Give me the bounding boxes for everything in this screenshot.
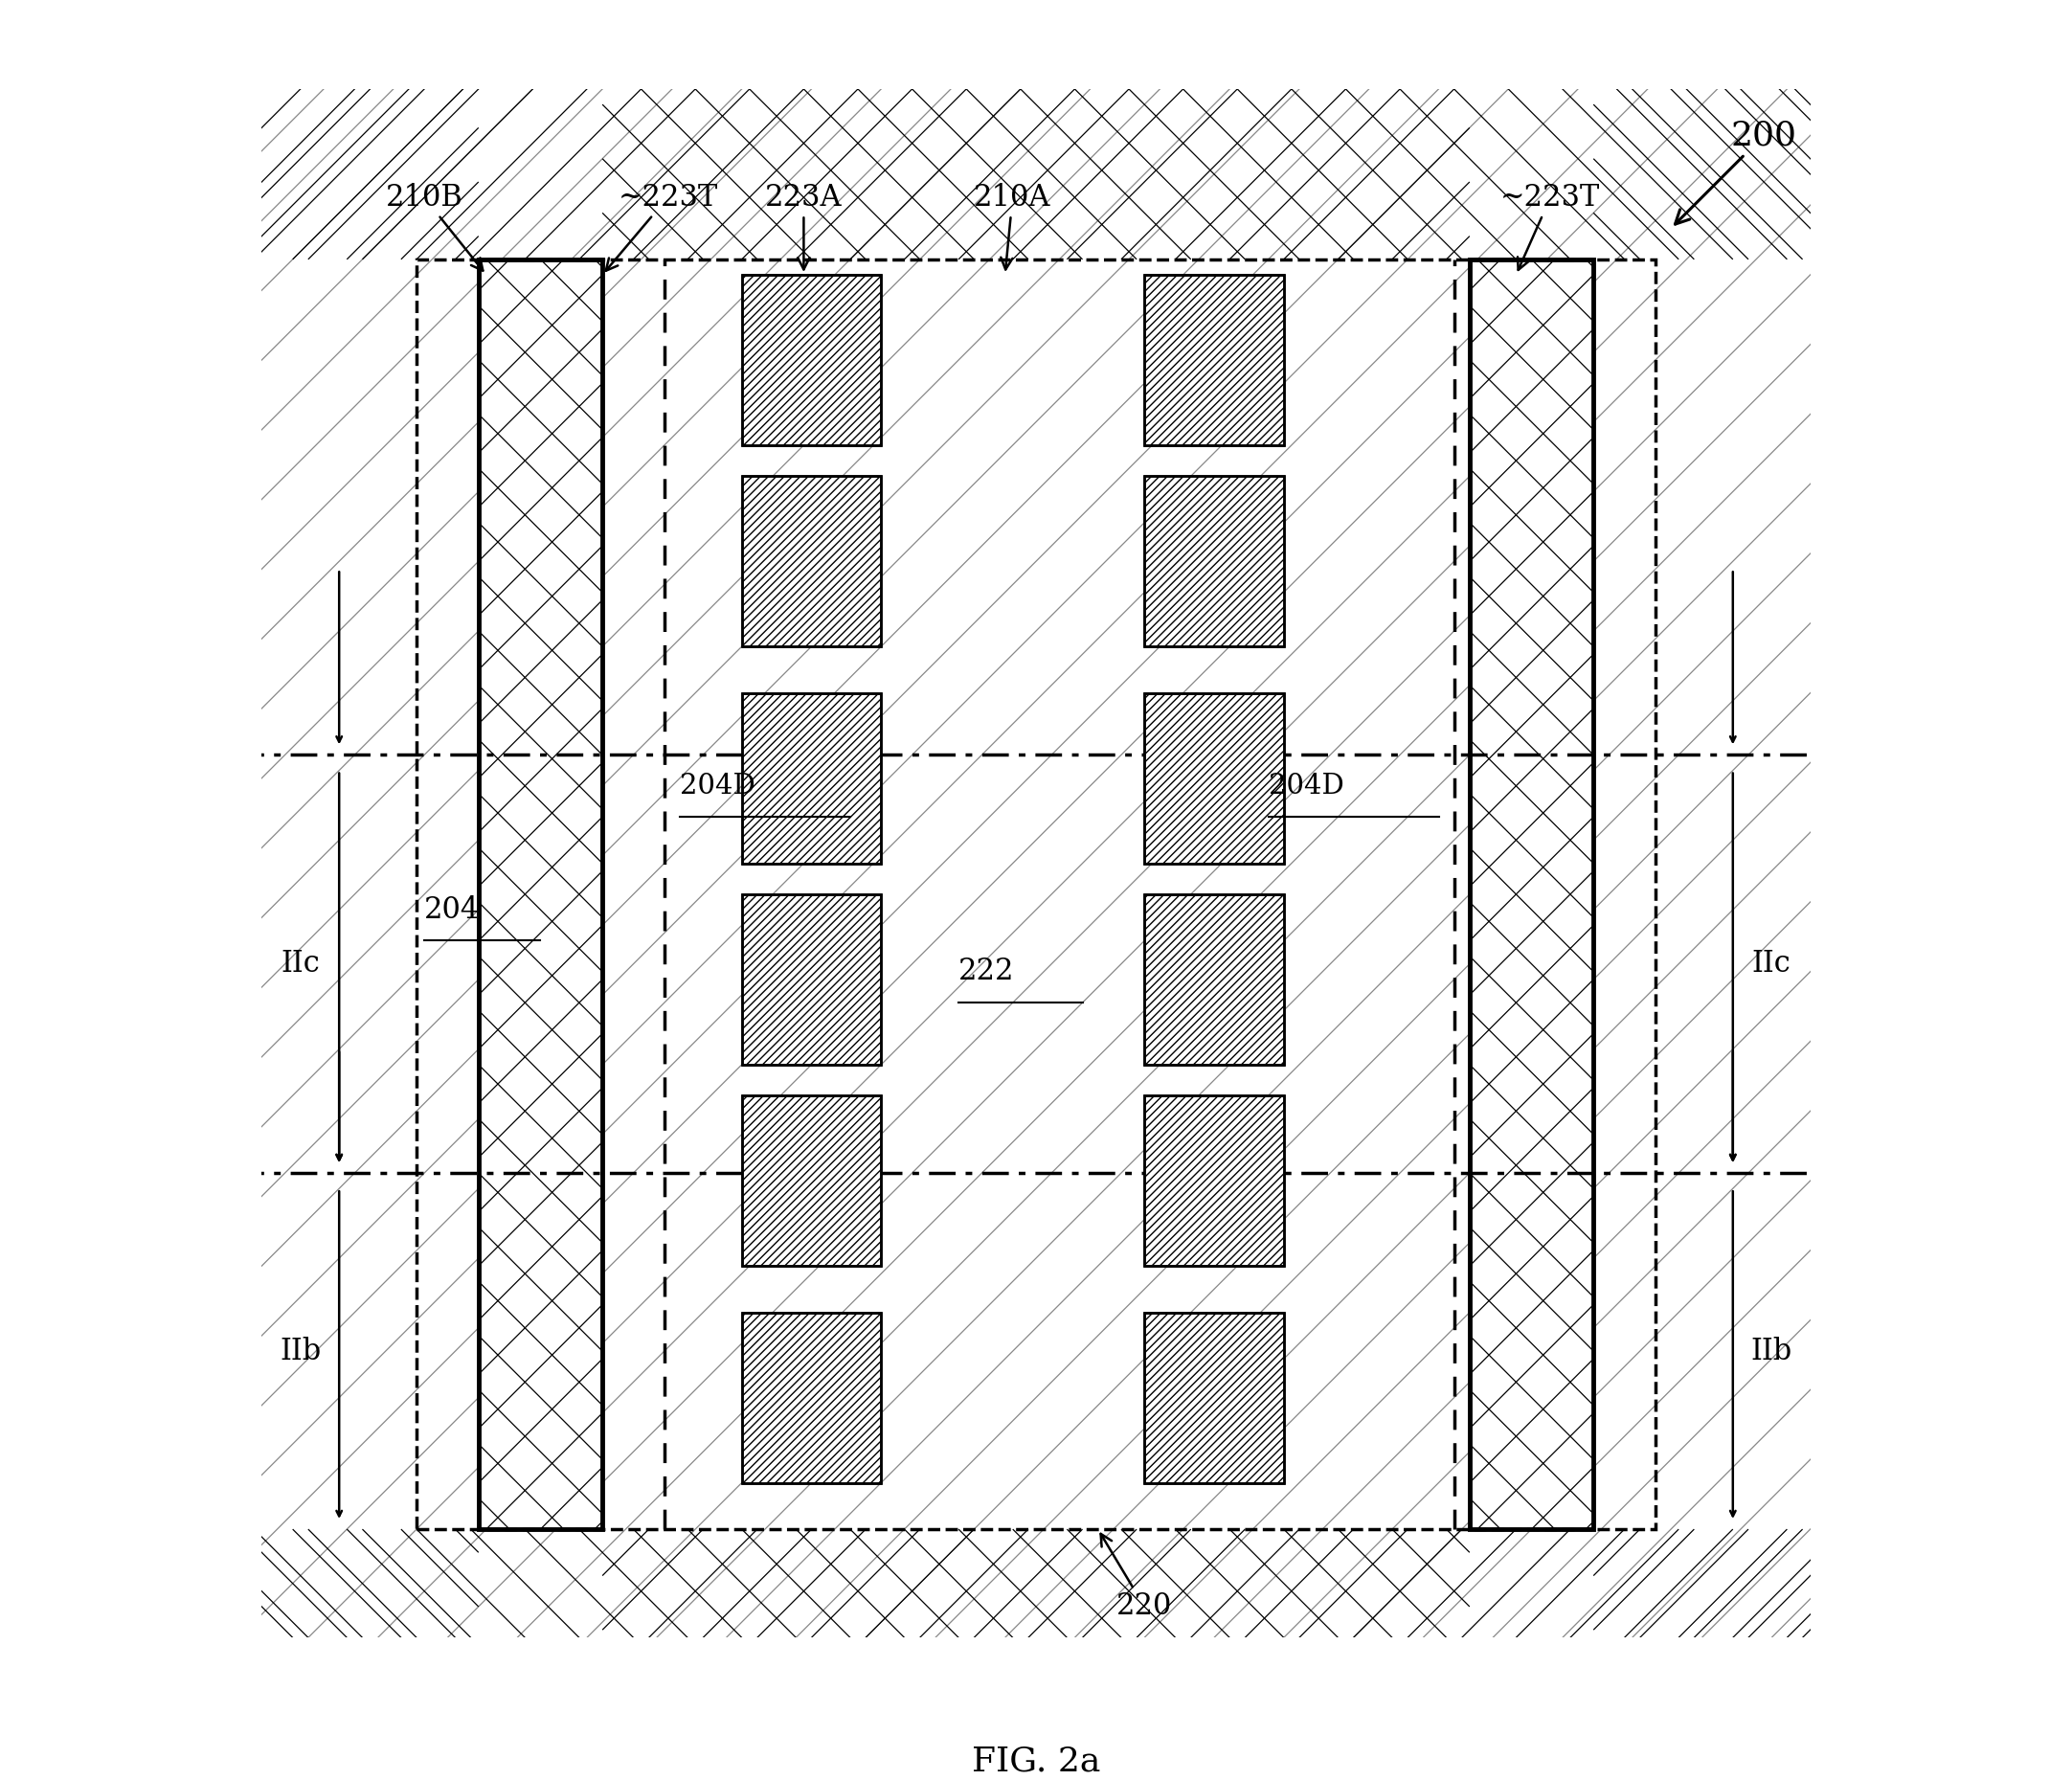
Bar: [742, 692, 881, 863]
Text: 204D: 204D: [680, 773, 754, 799]
Bar: [742, 894, 881, 1064]
Bar: [479, 260, 603, 1529]
Text: ~223T: ~223T: [1500, 183, 1600, 271]
Bar: [1144, 1096, 1285, 1266]
Text: IIb: IIb: [280, 1337, 321, 1365]
Bar: [742, 274, 881, 445]
Bar: [1469, 260, 1593, 1529]
Text: IIb: IIb: [1751, 1337, 1792, 1365]
Bar: [1144, 475, 1285, 646]
Text: IIc: IIc: [282, 949, 319, 979]
Bar: [742, 475, 881, 646]
Text: FIG. 2a: FIG. 2a: [972, 1744, 1100, 1778]
Bar: [742, 1096, 881, 1266]
Bar: [1144, 1312, 1285, 1483]
Text: 204: 204: [425, 895, 481, 924]
Bar: [1469, 260, 1593, 1529]
Bar: [742, 894, 881, 1064]
Bar: [742, 1312, 881, 1483]
Bar: [1144, 1096, 1285, 1266]
Bar: [1144, 475, 1285, 646]
Text: ~223T: ~223T: [605, 183, 717, 271]
Text: IIc: IIc: [1753, 949, 1790, 979]
Bar: [1144, 894, 1285, 1064]
Bar: [416, 260, 1656, 1529]
Bar: [1144, 894, 1285, 1064]
Bar: [1144, 475, 1285, 646]
Bar: [1144, 692, 1285, 863]
Text: 223A: 223A: [765, 183, 843, 269]
Bar: [742, 894, 881, 1064]
Bar: [1144, 274, 1285, 445]
Bar: [742, 1096, 881, 1266]
Text: 220: 220: [1100, 1534, 1173, 1622]
Bar: [1144, 274, 1285, 445]
Bar: [1144, 692, 1285, 863]
Bar: [742, 1096, 881, 1266]
Bar: [1144, 692, 1285, 863]
Bar: [742, 692, 881, 863]
Bar: [742, 274, 881, 445]
Bar: [742, 692, 881, 863]
Bar: [1144, 1312, 1285, 1483]
Bar: [1144, 1312, 1285, 1483]
Text: 210B: 210B: [385, 183, 483, 271]
Bar: [479, 260, 603, 1529]
Text: 210A: 210A: [974, 183, 1051, 269]
Text: 222: 222: [959, 958, 1015, 986]
Text: 204D: 204D: [1268, 773, 1343, 799]
Text: 200: 200: [1674, 119, 1796, 224]
Bar: [1144, 274, 1285, 445]
Bar: [1144, 1096, 1285, 1266]
Bar: [742, 274, 881, 445]
Bar: [742, 1312, 881, 1483]
Bar: [479, 260, 603, 1529]
Bar: [1469, 260, 1593, 1529]
Bar: [1144, 894, 1285, 1064]
Bar: [742, 475, 881, 646]
Bar: [742, 475, 881, 646]
Bar: [742, 1312, 881, 1483]
